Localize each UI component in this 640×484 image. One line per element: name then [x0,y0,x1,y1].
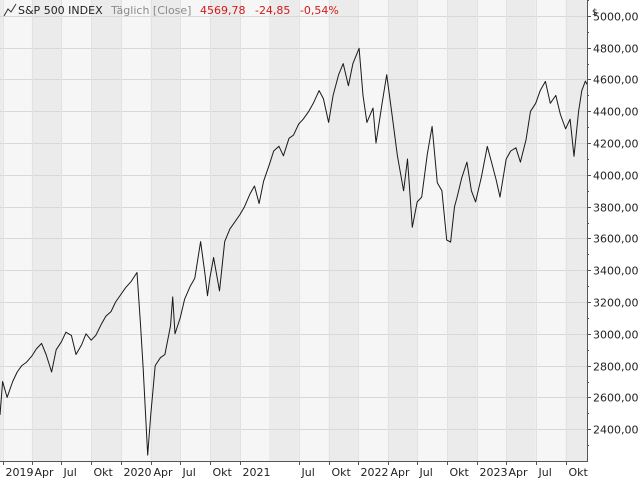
x-tick-label: Jul [182,466,196,479]
month-band [525,0,536,461]
month-band [269,0,279,461]
y-tick-label: 4000,00 [593,170,639,183]
month-band [278,0,289,461]
legend-mode: Täglich [Close] [110,4,191,17]
x-tick-label: Apr [35,466,55,479]
month-band [348,0,359,461]
y-tick-label: 2800,00 [593,361,639,374]
month-band [466,0,477,461]
month-band [407,0,418,461]
x-tick-label: Apr [154,466,174,479]
y-tick-label: 5000,00 [593,11,639,24]
month-band [229,0,240,461]
month-band [506,0,516,461]
y-tick-label: 3800,00 [593,202,639,215]
x-tick-label: Jul [301,466,315,479]
x-axis-ticks: 2019 Apr Jul Okt 2020 Apr Jul Okt 2021 Jul Okt 2022… [3,461,589,479]
x-tick-label: 2020 [124,466,152,479]
legend-name: S&P 500 INDEX [18,4,103,17]
x-tick-label: Okt [332,466,352,479]
month-band [575,0,586,461]
x-tick-label: 2023 [480,466,508,479]
month-band [31,0,42,461]
x-tick-label: 2022 [361,466,389,479]
month-band [288,0,299,461]
horizontal-gridlines [0,16,587,430]
y-tick-label: 4600,00 [593,74,639,87]
month-band [111,0,122,461]
x-tick-label: Okt [94,466,114,479]
x-tick-label: Okt [213,466,233,479]
month-band [210,0,221,461]
month-band [457,0,467,461]
price-line [0,47,588,456]
x-tick-label: Jul [63,466,77,479]
month-band [338,0,349,461]
month-band [328,0,339,461]
price-series [0,47,588,456]
y-tick-label: 4800,00 [593,43,639,56]
y-axis-ticks: 2400,00 2600,00 2800,00 3000,00 3200,00 3400,… [587,0,639,446]
y-tick-label: 3000,00 [593,329,639,342]
y-tick-label: 3400,00 [593,265,639,278]
legend-change: -24,85 [255,4,290,17]
x-tick-label: Okt [450,466,470,479]
x-tick-label: Jul [419,466,433,479]
month-band [160,0,171,461]
y-tick-label: 3200,00 [593,297,639,310]
y-tick-label: 4400,00 [593,106,639,119]
line-chart-icon [3,3,17,17]
month-band [0,0,3,461]
month-band [397,0,408,461]
month-band [170,0,181,461]
svg-text:S&P 500 INDEX Täglich: S&P 500 INDEX Täglich [Close] 4569,78 -2… [18,4,339,17]
month-band [91,0,102,461]
month-band [150,0,161,461]
x-tick-label: Jul [538,466,552,479]
x-tick-label: Apr [509,466,529,479]
month-band [220,0,230,461]
y-tick-label: 2600,00 [593,392,639,405]
x-tick-label: Okt [569,466,589,479]
y-tick-label: 4200,00 [593,138,639,151]
legend-change-pct: -0,54% [300,4,339,17]
month-band [565,0,576,461]
x-tick-label: 2019 [6,466,34,479]
legend-last-value: 4569,78 [200,4,246,17]
legend: S&P 500 INDEX Täglich [Close] 4569,78 -2… [3,3,339,17]
month-band [585,0,587,461]
month-band [101,0,112,461]
plot-frame [0,0,588,462]
month-band [387,0,398,461]
vertical-gridlines [3,0,567,461]
month-band [51,0,62,461]
currency-label: $ [592,8,598,18]
x-tick-label: 2021 [243,466,271,479]
month-band [41,0,52,461]
month-band [515,0,526,461]
y-tick-label: 3600,00 [593,233,639,246]
y-tick-label: 2400,00 [593,424,639,437]
month-bands [0,0,587,461]
x-tick-label: Apr [391,466,411,479]
